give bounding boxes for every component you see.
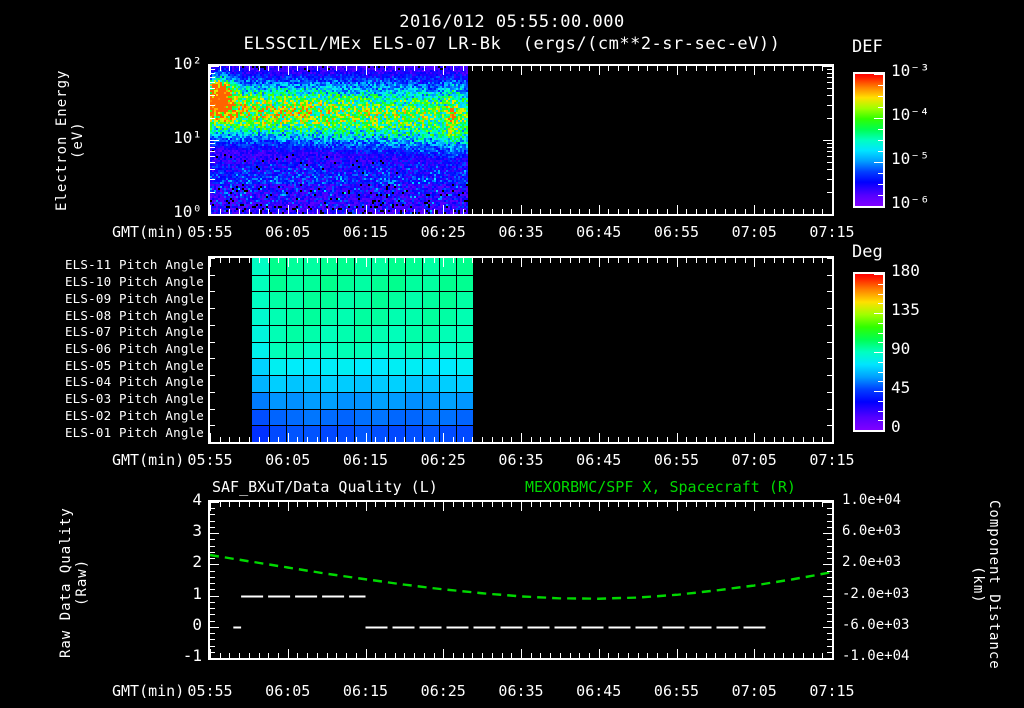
deg-colorbar-label: 90 [891, 339, 911, 358]
bottom-panel-ytick-label-right: 2.0e+03 [842, 554, 902, 570]
bottom-panel-title-right: MEXORBMC/SPF X, Spacecraft (R) [525, 478, 796, 496]
top-panel-xtick-label: 05:55 [187, 223, 233, 241]
bottom-panel-title-left: SAF_BXuT/Data Quality (L) [212, 478, 438, 496]
def-colorbar-title: DEF [852, 37, 883, 57]
pitch-angle-grid [252, 258, 473, 442]
bottom-panel-ytick-label-left: 2 [192, 552, 202, 571]
bottom-panel-ytick-label-left: 1 [192, 584, 202, 603]
bottom-panel-ytick-label-right: -1.0e+04 [842, 648, 910, 664]
top-panel-ytick-label: 10¹ [173, 128, 202, 147]
bottom-panel-ytick-label-right: 6.0e+03 [842, 523, 902, 539]
middle-panel-xtick-label: 06:05 [265, 451, 311, 469]
top-panel-xtick-label: 07:05 [731, 223, 777, 241]
def-colorbar-label: 10⁻⁶ [891, 193, 930, 212]
bottom-panel-ytick-label-right: -2.0e+03 [842, 586, 910, 602]
pitch-angle-row-label: ELS-04 Pitch Angle [64, 374, 204, 390]
def-colorbar-label: 10⁻⁵ [891, 149, 930, 168]
data-quality-and-distance-plot [210, 502, 832, 658]
bottom-panel-xtick-label: 05:55 [187, 682, 233, 700]
deg-colorbar-label: 0 [891, 417, 901, 436]
top-panel-ytick-label: 10² [173, 54, 202, 73]
top-panel-xtick-label: 06:35 [498, 223, 544, 241]
middle-panel-xtick-label: 06:55 [653, 451, 700, 469]
pitch-angle-row-label: ELS-07 Pitch Angle [64, 324, 204, 340]
pitch-angle-row-label: ELS-02 Pitch Angle [64, 407, 204, 423]
bottom-panel-ytick-label-left: 4 [192, 490, 202, 509]
bottom-panel-xtick-label: 06:15 [342, 682, 389, 700]
top-panel-xtick-label: 06:45 [576, 223, 622, 241]
middle-panel-xtick-label: 06:15 [342, 451, 389, 469]
electron-energy-spectrogram [210, 66, 468, 214]
middle-panel-xtick-label: 05:55 [187, 451, 233, 469]
middle-panel-xtick-label: 06:25 [420, 451, 466, 469]
deg-colorbar-label: 45 [891, 378, 911, 397]
def-colorbar [853, 72, 885, 208]
bottom-panel-xtick-label: 07:15 [809, 682, 855, 700]
top-panel-ytick-label: 10⁰ [173, 202, 202, 221]
bottom-panel-ytick-label-right: 1.0e+04 [842, 492, 902, 508]
page-title-main: ELSSCIL/MEx ELS-07 LR-Bk (ergs/(cm**2-sr… [243, 34, 781, 54]
top-panel-xtick-label: 06:05 [265, 223, 311, 241]
bottom-panel-ytick-label-left: 3 [192, 521, 202, 540]
top-panel-xtick-label: 06:15 [342, 223, 389, 241]
bottom-panel-xtick-label: 06:35 [498, 682, 544, 700]
page-title-datetime: 2016/012 05:55:00.000 [399, 12, 625, 32]
bottom-panel-ytick-label-right: -6.0e+03 [842, 617, 910, 633]
pitch-angle-row-label: ELS-10 Pitch Angle [64, 274, 204, 290]
deg-colorbar-label: 135 [891, 300, 920, 319]
pitch-angle-row-label: ELS-05 Pitch Angle [64, 357, 204, 373]
middle-panel-xtick-label: 07:15 [809, 451, 855, 469]
top-panel-xtick-label: 07:15 [809, 223, 855, 241]
middle-panel-xtick-label: 06:45 [576, 451, 622, 469]
deg-colorbar-title: Deg [852, 242, 883, 262]
pitch-angle-row-label: ELS-09 Pitch Angle [64, 290, 204, 306]
middle-panel-xtick-label: 07:05 [731, 451, 777, 469]
top-panel-xaxis-prefix: GMT(min) [112, 223, 185, 241]
bottom-panel-ytick-label-left: 0 [192, 615, 202, 634]
deg-colorbar-label: 180 [891, 261, 920, 280]
pitch-angle-row-label: ELS-03 Pitch Angle [64, 391, 204, 407]
bottom-panel-xtick-label: 06:55 [653, 682, 700, 700]
pitch-angle-row-label: ELS-08 Pitch Angle [64, 307, 204, 323]
middle-panel-xtick-label: 06:35 [498, 451, 544, 469]
bottom-panel-xaxis-prefix: GMT(min) [112, 682, 185, 700]
middle-panel-xaxis-prefix: GMT(min) [112, 451, 185, 469]
bottom-panel-xtick-label: 06:45 [576, 682, 622, 700]
bottom-panel-xtick-label: 06:05 [265, 682, 311, 700]
bottom-panel-ylabel-right: Component Distance (km) [970, 500, 1002, 670]
bottom-panel-xtick-label: 06:25 [420, 682, 466, 700]
top-panel-xtick-label: 06:25 [420, 223, 466, 241]
pitch-angle-row-label: ELS-01 Pitch Angle [64, 424, 204, 440]
bottom-panel-ytick-label-left: -1 [182, 646, 202, 665]
top-panel-xtick-label: 06:55 [653, 223, 700, 241]
pitch-angle-row-label: ELS-11 Pitch Angle [64, 257, 204, 273]
pitch-angle-row-label: ELS-06 Pitch Angle [64, 341, 204, 356]
def-colorbar-label: 10⁻³ [891, 61, 930, 80]
bottom-panel-xtick-label: 07:05 [731, 682, 777, 700]
def-colorbar-label: 10⁻⁴ [891, 105, 930, 124]
